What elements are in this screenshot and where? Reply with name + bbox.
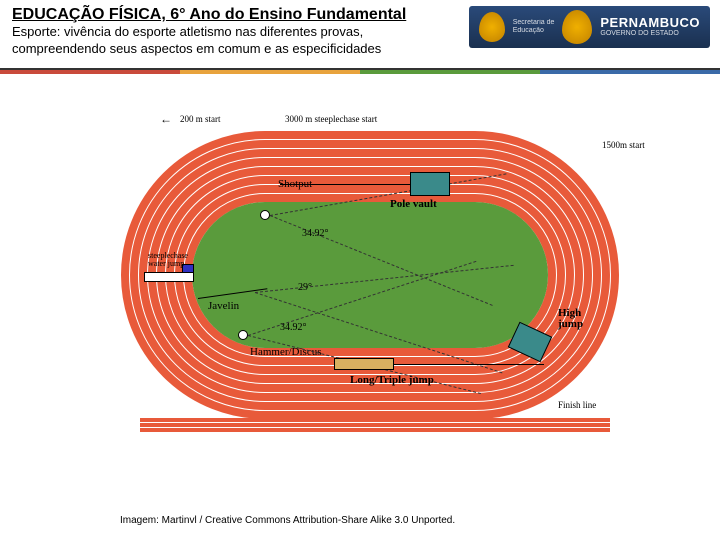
logo-line2: Educação xyxy=(513,27,555,35)
track-diagram: ← 200 m start 3000 m steeplechase start … xyxy=(80,100,640,470)
color-stripe xyxy=(0,70,720,74)
label-highjump: Highjump xyxy=(558,308,583,330)
label-1500m: 1500m start xyxy=(602,140,645,150)
logo-pernambuco: Secretaria de Educação PERNAMBUCO GOVERN… xyxy=(469,6,710,48)
angle-3: 34.92° xyxy=(280,322,307,333)
label-200m: 200 m start xyxy=(180,114,221,124)
polevault-pit xyxy=(410,172,450,196)
shield-icon xyxy=(479,12,505,42)
label-hammer: Hammer/Discus xyxy=(250,346,321,358)
arrow-icon: ← xyxy=(160,112,172,127)
longjump-pit xyxy=(334,358,394,370)
shotput-circle xyxy=(260,210,270,220)
logo-sub: GOVERNO DO ESTADO xyxy=(600,30,700,38)
waterjump-box xyxy=(144,272,194,282)
image-caption: Imagem: Martinvl / Creative Commons Attr… xyxy=(120,515,455,526)
label-steeple: 3000 m steeplechase start xyxy=(285,114,377,124)
shield-icon xyxy=(562,10,592,44)
label-finish: Finish line xyxy=(558,400,596,410)
angle-2: 29° xyxy=(298,282,312,293)
hammer-circle xyxy=(238,330,248,340)
logo-state: PERNAMBUCO xyxy=(600,16,700,30)
label-javelin: Javelin xyxy=(208,300,239,312)
label-polevault: Pole vault xyxy=(390,198,437,210)
label-longjump: Long/Triple jump xyxy=(350,374,434,386)
logo-line1: Secretaria de xyxy=(513,19,555,27)
page-subtitle: Esporte: vivência do esporte atletismo n… xyxy=(12,24,432,58)
label-waterjump: steeplechasewater jump xyxy=(148,252,188,268)
angle-1: 34.92° xyxy=(302,228,329,239)
